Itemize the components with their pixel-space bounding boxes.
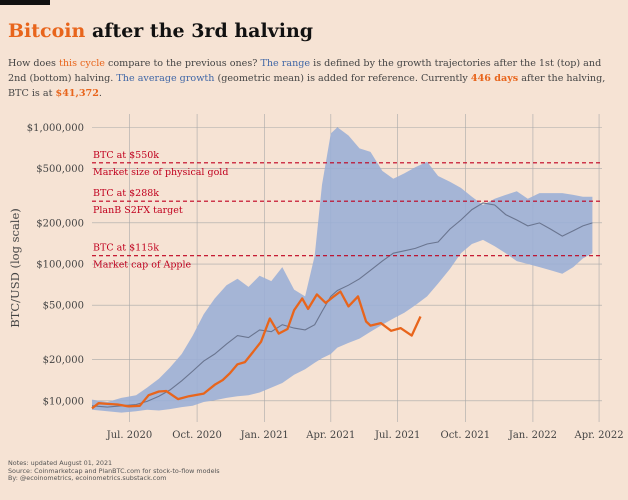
y-axis-label: BTC/USD (log scale) xyxy=(8,208,22,328)
title-accent: Bitcoin xyxy=(8,20,86,42)
x-tick-label: Apr. 2022 xyxy=(573,430,623,441)
y-tick-label: $10,000 xyxy=(43,396,84,407)
reference-label-top: BTC at $550k xyxy=(93,150,159,161)
subtitle-text: (geometric mean) is added for reference.… xyxy=(214,73,471,84)
reference-label-bottom: PlanB S2FX target xyxy=(93,205,183,216)
title-rest: after the 3rd halving xyxy=(85,20,314,42)
this-cycle-line xyxy=(91,290,422,410)
x-tick-label: Jan. 2022 xyxy=(508,430,557,441)
subtitle-the-range: The range xyxy=(260,58,311,69)
notes-updated: Notes: updated August 01, 2021 xyxy=(8,459,113,467)
x-tick-label: Jul. 2021 xyxy=(374,430,420,441)
reference-label-bottom: Market cap of Apple xyxy=(93,260,192,271)
range-band-area xyxy=(92,127,593,413)
axis-layer: $10,000 $20,000 $50,000 $100,000 $200,000 $50… xyxy=(8,123,624,441)
notes: Notes: updated August 01, 2021 Source: C… xyxy=(8,459,220,483)
y-tick-label: $500,000 xyxy=(36,164,84,175)
subtitle-text: is defined by the growth trajectories af… xyxy=(8,58,602,84)
notes-byline: By: @ecoinometrics, ecoinometrics.substa… xyxy=(8,474,167,483)
subtitle-text: . xyxy=(98,88,102,99)
top-accent-bar xyxy=(0,0,50,5)
notes-source: Source: Coinmarketcap and PlanBTC.com fo… xyxy=(8,466,220,475)
subtitle-text: after the halving, BTC is at xyxy=(8,73,606,99)
average-growth-line xyxy=(91,202,593,408)
subtitle-price: $41,372 xyxy=(55,88,99,99)
page-title: Bitcoin after the 3rd halving xyxy=(8,20,313,42)
y-tick-label: $1,000,000 xyxy=(27,123,84,134)
series-layer xyxy=(91,202,593,410)
subtitle-this-cycle: this cycle xyxy=(58,58,105,69)
x-tick-label: Jan. 2021 xyxy=(240,430,289,441)
y-tick-label: $50,000 xyxy=(43,301,84,312)
reference-label-bottom: Market size of physical gold xyxy=(93,167,228,178)
y-tick-label: $200,000 xyxy=(36,218,84,229)
y-tick-label: $100,000 xyxy=(36,260,84,271)
x-tick-label: Jul. 2020 xyxy=(106,430,152,441)
subtitle-text: compare to the previous ones? xyxy=(104,58,261,69)
subtitle: How does this cycle compare to the previ… xyxy=(8,56,608,101)
y-tick-label: $20,000 xyxy=(43,355,84,366)
subtitle-days: 446 days xyxy=(470,73,519,84)
reference-layer: BTC at $550k Market size of physical gold… xyxy=(92,150,602,271)
subtitle-average-growth: The average growth xyxy=(116,73,215,84)
x-tick-label: Oct. 2020 xyxy=(172,430,222,441)
x-tick-label: Oct. 2021 xyxy=(441,430,491,441)
reference-label-top: BTC at $288k xyxy=(93,188,159,199)
x-tick-label: Apr. 2021 xyxy=(305,430,355,441)
subtitle-text: How does xyxy=(8,58,59,69)
band-layer xyxy=(92,127,593,413)
reference-label-top: BTC at $115k xyxy=(93,243,159,254)
